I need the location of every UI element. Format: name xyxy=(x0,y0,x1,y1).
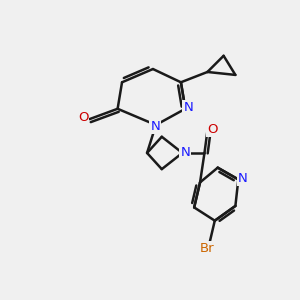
Text: N: N xyxy=(183,101,193,114)
Text: O: O xyxy=(78,111,88,124)
Text: N: N xyxy=(238,172,247,185)
Text: Br: Br xyxy=(200,242,215,255)
Text: N: N xyxy=(181,146,190,159)
Text: N: N xyxy=(150,120,160,133)
Text: O: O xyxy=(208,123,218,136)
